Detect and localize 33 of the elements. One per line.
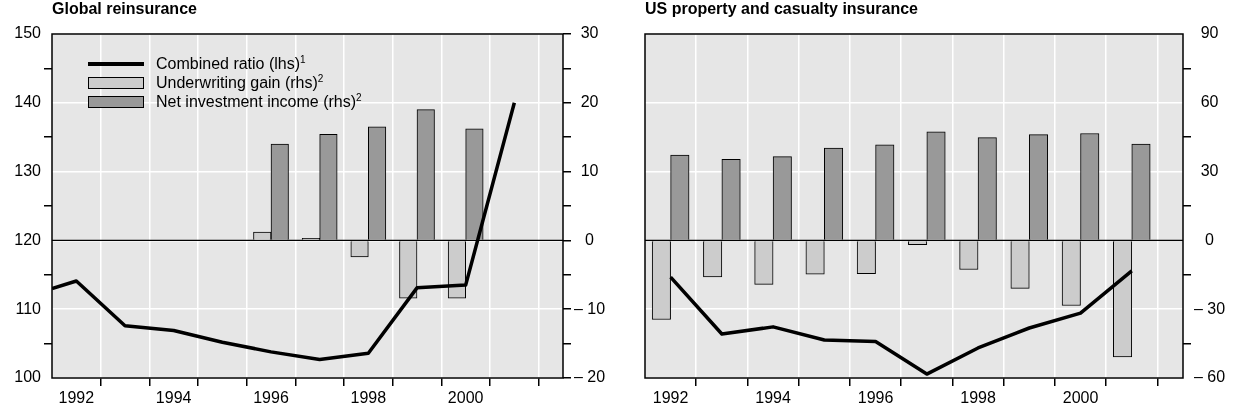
- x-tick-label: 1994: [155, 389, 192, 403]
- y-tick-label: 120: [14, 230, 42, 248]
- y-tick-label: 150: [14, 24, 42, 42]
- y2-tick-label: 30: [580, 24, 599, 42]
- y2-tick-label: 0: [1205, 230, 1215, 248]
- y2-tick-label: – 20: [574, 368, 606, 386]
- chart-title: Global reinsurance: [52, 0, 197, 18]
- y2-tick-label: 0: [585, 230, 595, 248]
- y-tick-label: 140: [14, 93, 42, 111]
- chart-title: US property and casualty insurance: [645, 0, 918, 18]
- x-tick-label: 1992: [652, 389, 689, 403]
- x-tick-label: 1996: [857, 389, 894, 403]
- x-tick-label: 1996: [253, 389, 289, 403]
- x-tick-label: 2000: [447, 389, 484, 403]
- y2-tick-label: – 60: [1194, 368, 1226, 386]
- y2-tick-label: 30: [1200, 162, 1219, 180]
- legend-label: Net investment income (rhs)$^{2}$: [156, 92, 362, 111]
- legend-label: Combined ratio (lhs)$^{1}$: [156, 54, 306, 73]
- y2-tick-label: 60: [1200, 93, 1219, 111]
- y2-tick-label: – 30: [1194, 299, 1226, 317]
- y2-tick-label: 20: [580, 93, 599, 111]
- x-tick-label: 1994: [755, 389, 791, 403]
- legend-label: Underwriting gain (rhs)$^{2}$: [156, 73, 324, 92]
- x-tick-label: 2000: [1062, 389, 1099, 403]
- y2-tick-label: 90: [1200, 24, 1219, 42]
- x-tick-label: 1992: [58, 389, 95, 403]
- y-tick-label: 130: [14, 162, 42, 180]
- y-tick-label: 100: [14, 368, 42, 386]
- x-tick-label: 1998: [960, 389, 996, 403]
- y2-tick-label: 10: [580, 162, 599, 180]
- y-tick-label: 110: [15, 299, 42, 317]
- x-tick-label: 1998: [350, 389, 387, 403]
- y2-tick-label: – 10: [574, 299, 606, 317]
